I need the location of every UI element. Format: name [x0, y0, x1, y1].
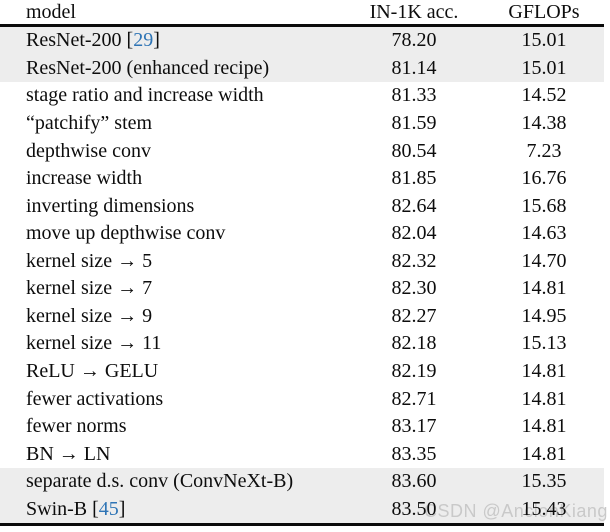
gflops-cell: 14.81 — [521, 360, 567, 383]
model-cell: fewer norms — [26, 415, 127, 438]
acc-cell: 83.35 — [391, 442, 437, 465]
header-rule — [0, 24, 604, 27]
citation-link[interactable]: 45 — [98, 497, 119, 520]
table-row: ReLU → GELU 82.19 14.81 — [0, 358, 604, 386]
gflops-cell: 14.95 — [521, 304, 567, 327]
table-row: kernel size → 7 82.30 14.81 — [0, 275, 604, 303]
model-cell: increase width — [26, 167, 143, 190]
table-row: depthwise conv 80.54 7.23 — [0, 137, 604, 165]
model-cell: kernel size → 5 — [26, 249, 153, 272]
acc-cell: 82.19 — [391, 360, 437, 383]
citation-link[interactable]: 29 — [133, 29, 154, 52]
model-cell: move up depthwise conv — [26, 222, 226, 245]
gflops-cell: 15.35 — [521, 470, 567, 493]
header-model: model — [26, 0, 76, 23]
table-row: BN → LN 83.35 14.81 — [0, 440, 604, 468]
header-gflops: GFLOPs — [508, 0, 580, 23]
model-cell: ResNet-200 (enhanced recipe) — [26, 56, 270, 79]
gflops-cell: 15.01 — [521, 56, 567, 79]
table-row: ResNet-200 (enhanced recipe) 81.14 15.01 — [0, 54, 604, 83]
gflops-cell: 14.38 — [521, 111, 567, 134]
header-in1k-acc: IN-1K acc. — [369, 0, 459, 23]
acc-cell: 82.30 — [391, 277, 437, 300]
acc-cell: 81.33 — [391, 84, 437, 107]
model-cell: inverting dimensions — [26, 194, 195, 217]
acc-cell: 83.60 — [391, 470, 437, 493]
gflops-cell: 7.23 — [526, 139, 562, 162]
acc-cell: 82.64 — [391, 194, 437, 217]
acc-cell: 83.17 — [391, 415, 437, 438]
model-cell: BN → LN — [26, 442, 111, 465]
table-row: increase width 81.85 16.76 — [0, 165, 604, 193]
gflops-cell: 14.81 — [521, 387, 567, 410]
table-row: fewer activations 82.71 14.81 — [0, 385, 604, 413]
gflops-cell: 14.81 — [521, 415, 567, 438]
csdn-watermark: CSDN @AnclonKiang — [424, 501, 608, 521]
model-cell: fewer activations — [26, 387, 164, 410]
gflops-cell: 15.13 — [521, 332, 567, 355]
table-row: fewer norms 83.17 14.81 — [0, 413, 604, 441]
acc-cell: 80.54 — [391, 139, 437, 162]
bottom-rule — [0, 523, 604, 526]
acc-cell: 81.59 — [391, 111, 437, 134]
gflops-cell: 14.52 — [521, 84, 567, 107]
acc-cell: 83.50 — [391, 497, 437, 520]
model-cell: ResNet-200 [29] — [26, 29, 160, 52]
gflops-cell: 15.43 — [521, 497, 567, 520]
gflops-cell: 16.76 — [521, 167, 567, 190]
gflops-cell: 15.68 — [521, 194, 567, 217]
model-cell: kernel size → 7 — [26, 277, 153, 300]
gflops-cell: 14.81 — [521, 277, 567, 300]
model-cell: depthwise conv — [26, 139, 151, 162]
table-row: inverting dimensions 82.64 15.68 — [0, 192, 604, 220]
model-cell: separate d.s. conv (ConvNeXt-B) — [26, 470, 294, 493]
model-cell: kernel size → 9 — [26, 304, 153, 327]
gflops-cell: 14.63 — [521, 222, 567, 245]
table-row: move up depthwise conv 82.04 14.63 — [0, 220, 604, 248]
gflops-cell: 14.70 — [521, 249, 567, 272]
acc-cell: 82.04 — [391, 222, 437, 245]
table-row: stage ratio and increase width 81.33 14.52 — [0, 82, 604, 110]
acc-cell: 81.85 — [391, 167, 437, 190]
table-row: ResNet-200 [29] 78.20 15.01 — [0, 27, 604, 55]
acc-cell: 78.20 — [391, 29, 437, 52]
table-row: kernel size → 9 82.27 14.95 — [0, 303, 604, 331]
table-row: Swin-B [45] 83.50 15.43 — [0, 495, 604, 524]
table-header-row: model IN-1K acc. GFLOPs — [0, 0, 604, 24]
acc-cell: 82.71 — [391, 387, 437, 410]
gflops-cell: 14.81 — [521, 442, 567, 465]
ablation-table: model IN-1K acc. GFLOPs ResNet-200 [29] 7… — [0, 0, 604, 526]
model-cell: stage ratio and increase width — [26, 84, 264, 107]
table-row: kernel size → 5 82.32 14.70 — [0, 248, 604, 276]
acc-cell: 82.32 — [391, 249, 437, 272]
table-row: kernel size → 11 82.18 15.13 — [0, 330, 604, 358]
model-cell: ReLU → GELU — [26, 360, 159, 383]
model-cell: Swin-B [45] — [26, 497, 126, 520]
table-body: ResNet-200 [29] 78.20 15.01 ResNet-200 (enh… — [0, 27, 604, 524]
acc-cell: 82.27 — [391, 304, 437, 327]
gflops-cell: 15.01 — [521, 29, 567, 52]
acc-cell: 81.14 — [391, 56, 437, 79]
table-row: separate d.s. conv (ConvNeXt-B) 83.60 15.3… — [0, 468, 604, 496]
model-cell: “patchify” stem — [26, 111, 153, 134]
table-row: “patchify” stem 81.59 14.38 — [0, 110, 604, 138]
acc-cell: 82.18 — [391, 332, 437, 355]
model-cell: kernel size → 11 — [26, 332, 162, 355]
